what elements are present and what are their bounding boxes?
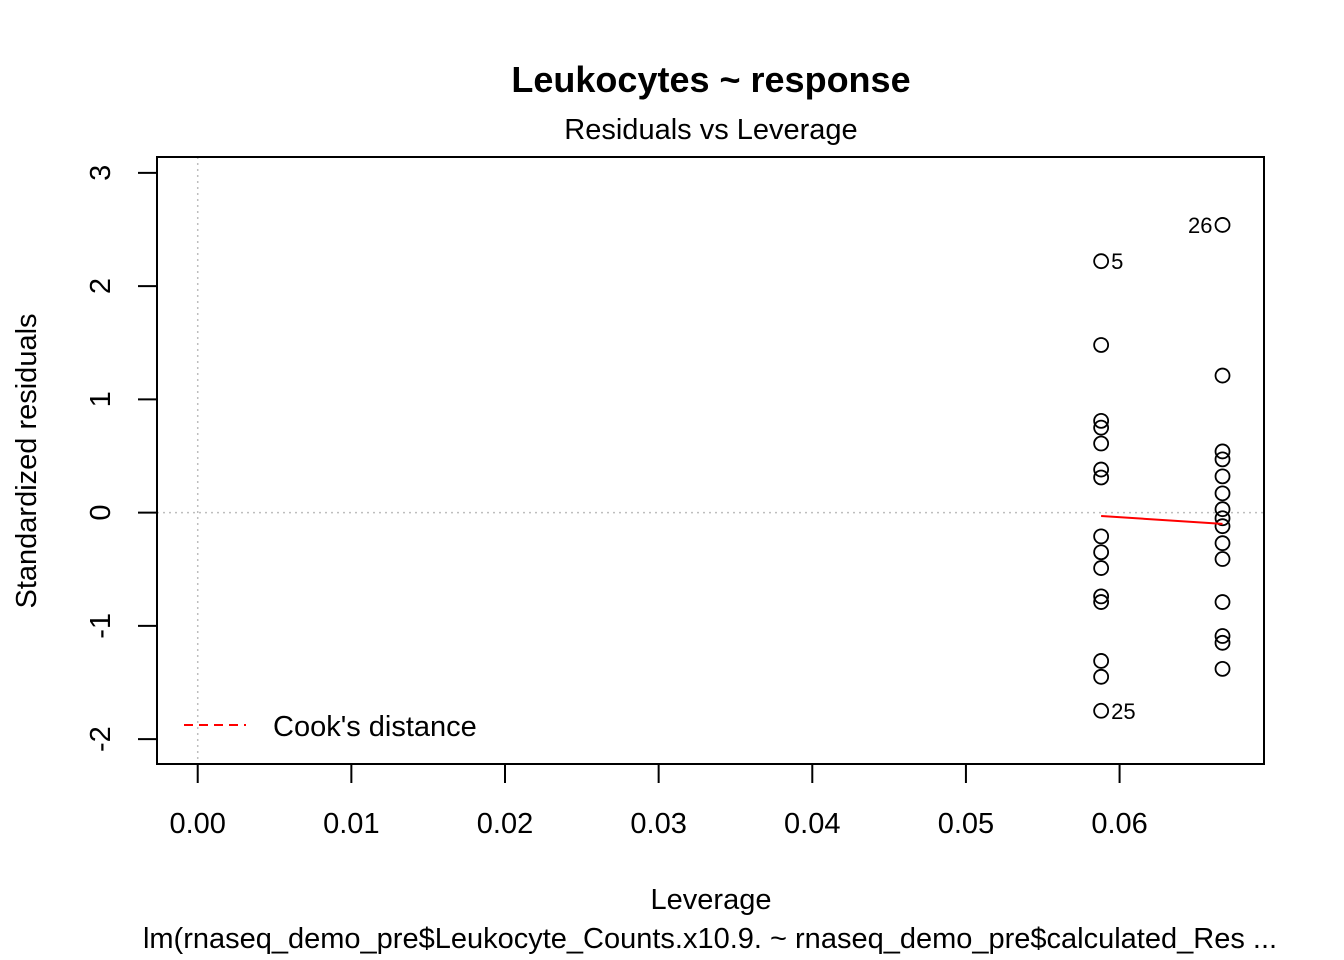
data-point	[1093, 469, 1110, 486]
data-point	[1214, 551, 1231, 567]
data-point	[1214, 451, 1231, 468]
data-point	[1214, 660, 1231, 677]
data-point	[1214, 510, 1231, 527]
data-point	[1214, 217, 1231, 233]
y-tick-label: -1	[85, 613, 117, 639]
data-point	[1093, 653, 1110, 669]
legend: Cook's distance	[184, 711, 477, 743]
data-point	[1093, 337, 1110, 353]
chart-title: Leukocytes ~ response	[511, 59, 910, 100]
data-point	[1214, 443, 1231, 460]
data-point	[1093, 461, 1110, 478]
point-label: 25	[1111, 699, 1135, 724]
x-tick-label: 0.05	[938, 808, 994, 840]
data-point	[1093, 412, 1110, 429]
data-point	[1093, 528, 1110, 545]
chart-subtitle: Residuals vs Leverage	[564, 114, 857, 146]
y-tick-label: 2	[85, 278, 117, 294]
chart-caption: lm(rnaseq_demo_pre$Leukocyte_Counts.x10.…	[143, 923, 1277, 955]
plot-frame	[156, 156, 1265, 765]
x-axis-label: Leverage	[651, 884, 772, 916]
data-point	[1214, 535, 1231, 552]
x-tick-label: 0.06	[1091, 808, 1147, 840]
plot-area: 0.00 0.01 0.02 0.03 0.04 0.05 0.06 -2 -1 0 1 2 3 26 5 2…	[85, 156, 1265, 840]
x-tick-label: 0.00	[169, 808, 225, 840]
y-tick-label: 3	[85, 165, 117, 181]
x-tick-label: 0.02	[477, 808, 533, 840]
point-label: 26	[1188, 213, 1212, 238]
y-tick-label: 0	[85, 505, 117, 521]
data-point	[1214, 594, 1231, 610]
data-point	[1093, 419, 1110, 436]
x-tick-label: 0.01	[323, 808, 379, 840]
data-point	[1093, 253, 1110, 270]
x-tick-label: 0.04	[784, 808, 840, 840]
data-point	[1214, 628, 1231, 644]
y-tick-label: -2	[85, 726, 117, 752]
smooth-line	[1101, 514, 1223, 525]
point-label: 5	[1111, 249, 1123, 274]
legend-cooks-distance-label: Cook's distance	[273, 711, 477, 743]
data-point	[1214, 501, 1231, 518]
y-axis-label: Standardized residuals	[11, 313, 43, 608]
x-tick-label: 0.03	[630, 808, 686, 840]
data-point	[1214, 485, 1231, 502]
data-point	[1214, 634, 1231, 651]
data-point	[1093, 702, 1110, 719]
data-point	[1093, 560, 1110, 576]
data-point	[1093, 435, 1110, 452]
data-point	[1214, 367, 1231, 384]
y-tick-label: 1	[85, 391, 117, 407]
data-point	[1214, 468, 1231, 485]
data-point	[1214, 518, 1231, 535]
data-point	[1093, 544, 1110, 561]
data-point	[1093, 594, 1110, 610]
data-point	[1093, 588, 1110, 605]
data-point	[1093, 668, 1110, 685]
